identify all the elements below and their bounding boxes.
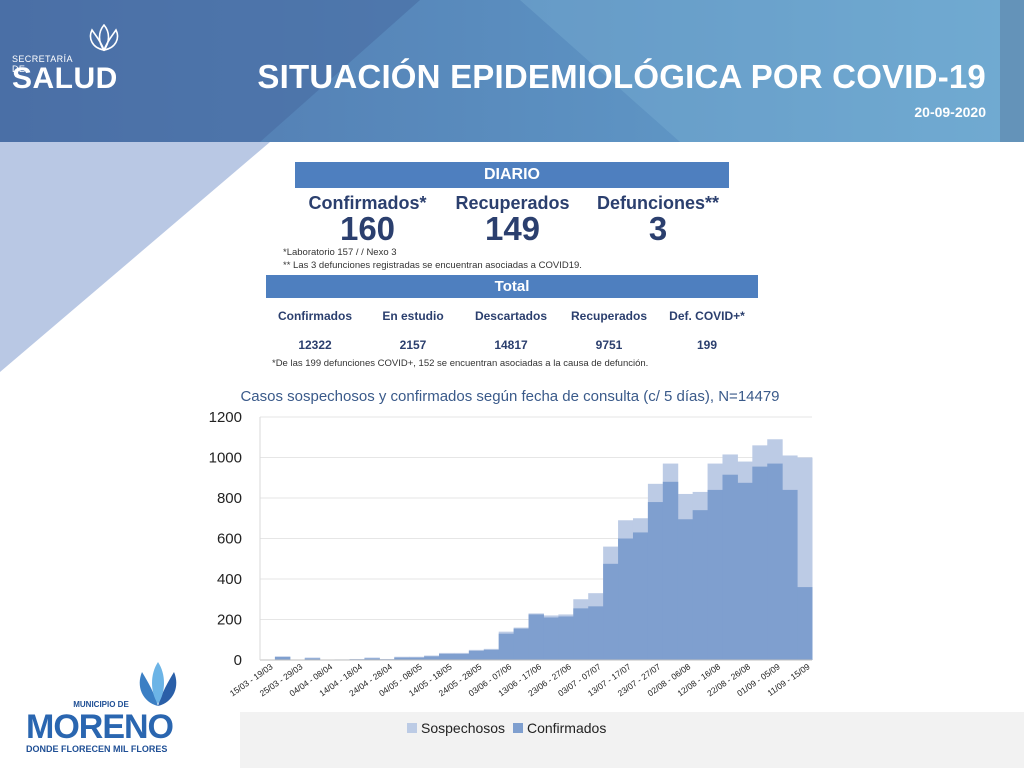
bar-confirmados-15	[483, 649, 500, 660]
bar-confirmados-3	[304, 658, 321, 660]
total-label-recuperados: Recuperados	[570, 309, 648, 323]
total-value-confirmados: 12322	[298, 338, 332, 352]
y-tick-label-1000: 1000	[209, 450, 242, 467]
y-tick-label-0: 0	[234, 652, 242, 669]
y-tick-label-800: 800	[217, 490, 242, 507]
bar-confirmados-23	[603, 563, 619, 660]
diario-confirmados-label: Confirmados*	[308, 193, 427, 213]
legend-label-confirmados: Confirmados	[526, 720, 607, 736]
moreno-line1: MUNICIPIO DE	[73, 700, 129, 709]
flower-icon	[139, 662, 177, 706]
lotus-icon	[89, 24, 119, 52]
bar-confirmados-10	[409, 657, 425, 660]
total-value-en-estudio: 2157	[399, 338, 427, 352]
bar-confirmados-30	[707, 489, 723, 660]
total-value-recuperados: 9751	[595, 338, 623, 352]
bar-confirmados-31	[722, 474, 738, 660]
chart-title: Casos sospechosos y confirmados según fe…	[240, 388, 780, 405]
logo-small-text: SECRETARÍA DE	[12, 54, 73, 74]
diario-defunciones-value: 3	[648, 210, 668, 247]
diario-defunciones-label: Defunciones**	[596, 193, 720, 213]
total-value-def-covid: 199	[696, 338, 718, 352]
total-label-en-estudio: En estudio	[382, 309, 444, 323]
total-value-descartados: 14817	[494, 338, 528, 352]
moreno-line3: DONDE FLORECEN MIL FLORES	[26, 744, 168, 754]
bar-confirmados-1	[274, 656, 291, 660]
bar-confirmados-22	[588, 606, 604, 660]
bar-confirmados-32	[737, 482, 753, 660]
total-label-def-covid: Def. COVID+*	[669, 309, 745, 323]
bar-confirmados-35	[782, 489, 798, 660]
diario-confirmados-value: 160	[339, 210, 396, 247]
bar-confirmados-11	[424, 656, 440, 660]
bar-confirmados-21	[573, 608, 589, 660]
legend-swatch-confirmados	[512, 723, 523, 733]
bar-confirmados-19	[543, 617, 559, 660]
bar-confirmados-29	[692, 510, 709, 660]
moreno-line2: MORENO	[26, 708, 174, 746]
y-tick-label-200: 200	[217, 612, 242, 629]
bar-confirmados-28	[677, 519, 694, 660]
bar-confirmados-27	[662, 481, 679, 660]
legend-swatch-sospechosos	[407, 723, 417, 733]
bar-confirmados-13	[453, 653, 470, 660]
bar-confirmados-36	[797, 587, 813, 660]
bar-confirmados-20	[558, 616, 574, 660]
y-tick-label-400: 400	[217, 571, 242, 588]
bar-confirmados-26	[647, 502, 664, 660]
chart-legend: Sospechosos Confirmados	[405, 720, 606, 736]
legend-label-sospechosos: Sospechosos	[421, 720, 506, 736]
logo-big-text: SALUD	[12, 62, 118, 95]
bar-confirmados-25	[632, 532, 649, 660]
diario-note-2: ** Las 3 defunciones registradas se encu…	[283, 260, 582, 271]
diario-note-1: *Laboratorio 157 / / Nexo 3	[283, 247, 397, 258]
y-tick-label-1200: 1200	[209, 409, 242, 426]
bar-confirmados-9	[394, 657, 410, 660]
total-note: *De las 199 defunciones COVID+, 152 se e…	[272, 358, 649, 369]
bar-confirmados-16	[498, 633, 515, 660]
bar-confirmados-24	[618, 538, 634, 660]
total-label-descartados: Descartados	[474, 309, 548, 323]
total-label-confirmados: Confirmados	[277, 309, 352, 323]
y-tick-label-600: 600	[217, 531, 242, 548]
diario-recuperados-value: 149	[484, 210, 541, 247]
diario-recuperados-label: Recuperados	[455, 193, 570, 213]
bar-confirmados-7	[364, 658, 380, 660]
bar-confirmados-34	[767, 463, 783, 660]
total-header: Total	[266, 275, 758, 298]
bar-confirmados-17	[513, 628, 530, 660]
bar-confirmados-18	[528, 614, 544, 660]
bar-confirmados-33	[752, 466, 768, 660]
page-title: SITUACIÓN EPIDEMIOLÓGICA POR COVID-19	[257, 58, 986, 95]
bar-confirmados-12	[439, 653, 455, 660]
report-date: 20-09-2020	[914, 104, 986, 120]
bar-confirmados-14	[468, 650, 485, 660]
diario-header: DIARIO	[295, 162, 729, 188]
